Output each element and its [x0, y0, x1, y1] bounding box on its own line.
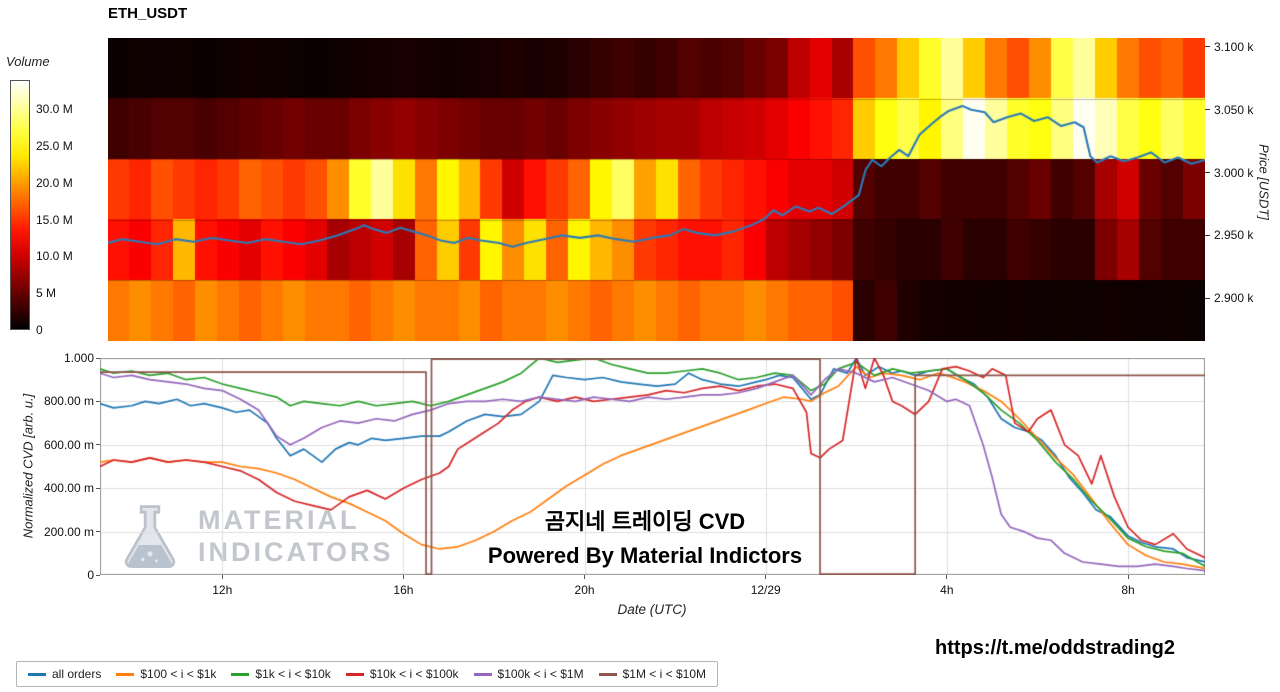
legend-swatch	[28, 672, 46, 676]
cvd-ytick-mark	[96, 531, 100, 533]
legend-swatch	[116, 672, 135, 676]
volume-tick-label: 5 M	[36, 286, 57, 301]
legend-item: $100k < i < $1M	[473, 667, 584, 681]
price-tick-mark	[1205, 172, 1210, 174]
cvd-xtick-label: 16h	[393, 583, 414, 597]
cvd-xtick-label: 8h	[1121, 583, 1135, 597]
cvd-ytick-label: 600.00 m	[43, 437, 94, 452]
legend-item: $1k < i < $10k	[231, 667, 331, 681]
price-tick-label: 3.100 k	[1214, 39, 1254, 54]
price-tick-label: 2.950 k	[1214, 228, 1254, 243]
cvd-xtick-mark	[1127, 575, 1129, 579]
legend-swatch	[231, 672, 250, 676]
cvd-xtick-mark	[221, 575, 223, 579]
volume-colorbar	[10, 80, 30, 330]
cvd-ytick-label: 800.00 m	[43, 394, 94, 409]
cvd-xtick-label: 12/29	[750, 583, 781, 597]
cvd-line-plot	[100, 358, 1205, 575]
legend-item: $1M < i < $10M	[598, 667, 706, 681]
series-legend: all orders $100 < i < $1k $1k < i < $10k $1…	[16, 661, 718, 687]
cvd-xtick-label: 20h	[574, 583, 595, 597]
volume-tick-label: 20.0 M	[36, 175, 73, 190]
overlay-powered-by: Powered By Material Indictors	[487, 543, 803, 568]
cvd-xtick-mark	[946, 575, 948, 579]
legend-label: $100 < i < $1k	[140, 667, 217, 681]
date-axis-label: Date (UTC)	[617, 602, 687, 617]
cvd-xtick-label: 12h	[212, 583, 233, 597]
legend-label: $10k < i < $100k	[369, 667, 459, 681]
cvd-ytick-mark	[96, 357, 100, 359]
cvd-ytick-mark	[96, 574, 100, 576]
cvd-ytick-label: 0	[87, 568, 94, 582]
chart-overlay-caption: 곰지네 트레이딩 CVD Powered By Material Indicto…	[488, 504, 802, 569]
legend-item: $100 < i < $1k	[116, 667, 216, 681]
legend-item: $10k < i < $100k	[345, 667, 459, 681]
volume-tick-label: 15.0 M	[36, 212, 73, 227]
cvd-xtick-label: 4h	[940, 583, 954, 597]
volume-heatmap-plot	[108, 38, 1205, 341]
volume-tick-label: 30.0 M	[36, 102, 73, 117]
legend-swatch	[598, 672, 617, 676]
volume-tick-label: 25.0 M	[36, 139, 73, 154]
legend-label: $1M < i < $10M	[622, 667, 706, 681]
cvd-ytick-label: 1.000	[63, 351, 94, 365]
legend-swatch	[345, 672, 364, 676]
legend-label: $1k < i < $10k	[255, 667, 331, 681]
legend-swatch	[473, 672, 492, 676]
cvd-ytick-mark	[96, 444, 100, 446]
legend-label: $100k < i < $1M	[497, 667, 584, 681]
cvd-xtick-mark	[584, 575, 586, 579]
cvd-ytick-label: 200.00 m	[43, 524, 94, 539]
cvd-ytick-mark	[96, 400, 100, 402]
legend-label: all orders	[52, 667, 102, 681]
cvd-xtick-mark	[402, 575, 404, 579]
overlay-korean-caption: 곰지네 트레이딩 CVD	[544, 509, 746, 534]
cvd-xtick-mark	[765, 575, 767, 579]
price-tick-label: 2.900 k	[1214, 291, 1254, 306]
price-tick-mark	[1205, 297, 1210, 299]
volume-tick-label: 0	[36, 323, 43, 337]
telegram-link[interactable]: https://t.me/oddstrading2	[935, 637, 1175, 659]
price-tick-label: 3.050 k	[1214, 102, 1254, 117]
volume-colorbar-title: Volume	[6, 54, 50, 69]
price-tick-mark	[1205, 46, 1210, 48]
price-tick-label: 3.000 k	[1214, 165, 1254, 180]
price-tick-mark	[1205, 234, 1210, 236]
volume-tick-label: 10.0 M	[36, 249, 73, 264]
legend-item: all orders	[28, 667, 101, 681]
cvd-ytick-label: 400.00 m	[43, 481, 94, 496]
cvd-y-axis-label: Normalized CVD [arb. u.]	[20, 393, 36, 539]
price-axis-label: Price [USDT]	[1256, 144, 1272, 220]
price-tick-mark	[1205, 109, 1210, 111]
cvd-ytick-mark	[96, 487, 100, 489]
pair-title: ETH_USDT	[108, 5, 188, 22]
